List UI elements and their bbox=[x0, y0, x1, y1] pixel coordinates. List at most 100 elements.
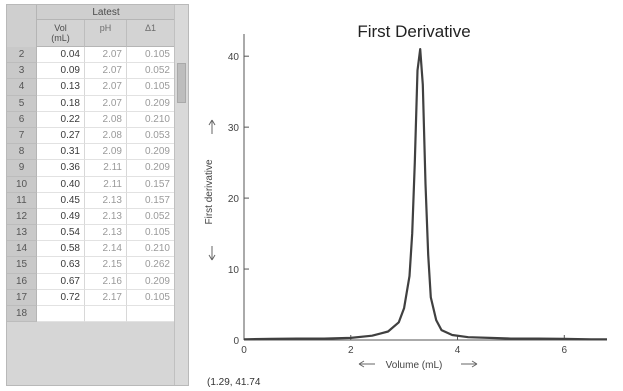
row-number: 14 bbox=[7, 241, 37, 258]
cell-delta[interactable]: 0.210 bbox=[127, 111, 175, 128]
cell-volume[interactable]: 0.36 bbox=[37, 160, 85, 177]
row-number: 6 bbox=[7, 111, 37, 128]
table-row: 18 bbox=[7, 306, 175, 323]
cell-volume[interactable]: 0.72 bbox=[37, 289, 85, 306]
y-label-up-arrow bbox=[208, 119, 216, 134]
cell-delta[interactable]: 0.209 bbox=[127, 95, 175, 112]
cell-volume[interactable] bbox=[37, 306, 85, 323]
coordinate-readout: (1.29, 41.74 bbox=[207, 377, 261, 389]
x-tick-label: 0 bbox=[241, 345, 247, 356]
table-row: 11 0.45 2.13 0.157 bbox=[7, 192, 175, 209]
cell-ph[interactable]: 2.08 bbox=[85, 111, 127, 128]
cell-delta[interactable]: 0.052 bbox=[127, 208, 175, 226]
row-number: 15 bbox=[7, 257, 37, 274]
x-tick-label: 6 bbox=[562, 345, 568, 356]
cell-delta[interactable]: 0.157 bbox=[127, 192, 175, 209]
table-row: 10 0.40 2.11 0.157 bbox=[7, 176, 175, 193]
cell-ph[interactable]: 2.08 bbox=[85, 127, 127, 145]
cell-ph[interactable]: 2.13 bbox=[85, 192, 127, 209]
row-number: 5 bbox=[7, 95, 37, 112]
y-tick-label: 40 bbox=[228, 52, 240, 63]
cell-volume[interactable]: 0.67 bbox=[37, 273, 85, 290]
cell-volume[interactable]: 0.18 bbox=[37, 95, 85, 112]
cell-delta[interactable]: 0.209 bbox=[127, 160, 175, 177]
cell-ph[interactable]: 2.13 bbox=[85, 208, 127, 226]
chart-title: First Derivative bbox=[357, 22, 470, 41]
cell-ph[interactable]: 2.14 bbox=[85, 241, 127, 258]
cell-ph[interactable] bbox=[85, 306, 127, 323]
cell-volume[interactable]: 0.58 bbox=[37, 241, 85, 258]
cell-ph[interactable]: 2.11 bbox=[85, 176, 127, 193]
cell-delta[interactable]: 0.105 bbox=[127, 79, 175, 96]
row-number: 10 bbox=[7, 176, 37, 193]
cell-delta[interactable] bbox=[127, 306, 175, 323]
cell-delta[interactable]: 0.105 bbox=[127, 289, 175, 306]
table-row: 14 0.58 2.14 0.210 bbox=[7, 241, 175, 258]
column-header-ph[interactable]: pH bbox=[85, 20, 127, 47]
cell-volume[interactable]: 0.45 bbox=[37, 192, 85, 209]
y-tick-label: 0 bbox=[233, 336, 239, 347]
cell-volume[interactable]: 0.09 bbox=[37, 63, 85, 80]
table-row: 9 0.36 2.11 0.209 bbox=[7, 160, 175, 177]
y-tick-label: 30 bbox=[228, 123, 240, 134]
cell-volume[interactable]: 0.27 bbox=[37, 127, 85, 145]
row-number: 17 bbox=[7, 289, 37, 306]
row-number: 12 bbox=[7, 208, 37, 226]
cell-volume[interactable]: 0.54 bbox=[37, 225, 85, 242]
table-row: 4 0.13 2.07 0.105 bbox=[7, 79, 175, 96]
cell-volume[interactable]: 0.22 bbox=[37, 111, 85, 128]
cell-delta[interactable]: 0.209 bbox=[127, 144, 175, 161]
column-header-volume[interactable]: Vol (mL) bbox=[37, 20, 85, 47]
table-row: 5 0.18 2.07 0.209 bbox=[7, 95, 175, 112]
cell-volume[interactable]: 0.31 bbox=[37, 144, 85, 161]
row-number: 16 bbox=[7, 273, 37, 290]
row-number: 2 bbox=[7, 47, 37, 64]
table-row: 17 0.72 2.17 0.105 bbox=[7, 289, 175, 306]
row-number: 3 bbox=[7, 63, 37, 80]
row-number: 4 bbox=[7, 79, 37, 96]
column-header-delta-label: Δ1 bbox=[144, 23, 157, 33]
cell-delta[interactable]: 0.262 bbox=[127, 257, 175, 274]
data-table-panel: Latest Vol (mL) pH Δ1 2 0.04 2.07 0.105 3 0.0… bbox=[6, 4, 189, 386]
cell-delta[interactable]: 0.209 bbox=[127, 273, 175, 290]
cell-ph[interactable]: 2.17 bbox=[85, 289, 127, 306]
cell-delta[interactable]: 0.157 bbox=[127, 176, 175, 193]
cell-ph[interactable]: 2.09 bbox=[85, 144, 127, 161]
cell-ph[interactable]: 2.16 bbox=[85, 273, 127, 290]
cell-ph[interactable]: 2.13 bbox=[85, 225, 127, 242]
cell-ph[interactable]: 2.07 bbox=[85, 79, 127, 96]
y-tick-label: 10 bbox=[228, 265, 240, 276]
cell-volume[interactable]: 0.63 bbox=[37, 257, 85, 274]
graph-panel[interactable]: First Derivative 0 10 20 30 40 0 2 4 6 Volume (mL)… bbox=[189, 4, 617, 386]
x-axis-label: Volume (mL) bbox=[386, 360, 443, 371]
cell-delta[interactable]: 0.053 bbox=[127, 127, 175, 145]
row-number: 11 bbox=[7, 192, 37, 209]
cell-ph[interactable]: 2.15 bbox=[85, 257, 127, 274]
table-row: 12 0.49 2.13 0.052 bbox=[7, 208, 175, 226]
first-derivative-chart[interactable]: First Derivative 0 10 20 30 40 0 2 4 6 Volume (mL)… bbox=[189, 4, 617, 386]
cell-ph[interactable]: 2.07 bbox=[85, 47, 127, 64]
column-header-delta[interactable]: Δ1 bbox=[127, 20, 175, 47]
table-row: 7 0.27 2.08 0.053 bbox=[7, 127, 175, 145]
cell-ph[interactable]: 2.07 bbox=[85, 95, 127, 112]
cell-delta[interactable]: 0.210 bbox=[127, 241, 175, 258]
table-scrollbar-thumb[interactable] bbox=[177, 63, 186, 103]
column-header-ph-label: pH bbox=[99, 23, 112, 33]
cell-ph[interactable]: 2.07 bbox=[85, 63, 127, 80]
table-row: 2 0.04 2.07 0.105 bbox=[7, 47, 175, 64]
cell-delta[interactable]: 0.105 bbox=[127, 47, 175, 64]
cell-delta[interactable]: 0.105 bbox=[127, 225, 175, 242]
cell-volume[interactable]: 0.40 bbox=[37, 176, 85, 193]
cell-ph[interactable]: 2.11 bbox=[85, 160, 127, 177]
cell-volume[interactable]: 0.49 bbox=[37, 208, 85, 226]
column-header-volume-label: Vol (mL) bbox=[51, 23, 70, 43]
cell-volume[interactable]: 0.04 bbox=[37, 47, 85, 64]
series-line[interactable] bbox=[243, 47, 607, 341]
table-rows: 2 0.04 2.07 0.105 3 0.09 2.07 0.052 4 0.13 2.07 0.1… bbox=[7, 47, 175, 323]
cell-volume[interactable]: 0.13 bbox=[37, 79, 85, 96]
x-tick-label: 4 bbox=[455, 345, 461, 356]
x-label-left-arrow bbox=[358, 360, 375, 368]
cell-delta[interactable]: 0.052 bbox=[127, 63, 175, 80]
row-number: 7 bbox=[7, 127, 37, 145]
table-vertical-scrollbar[interactable] bbox=[174, 5, 188, 385]
